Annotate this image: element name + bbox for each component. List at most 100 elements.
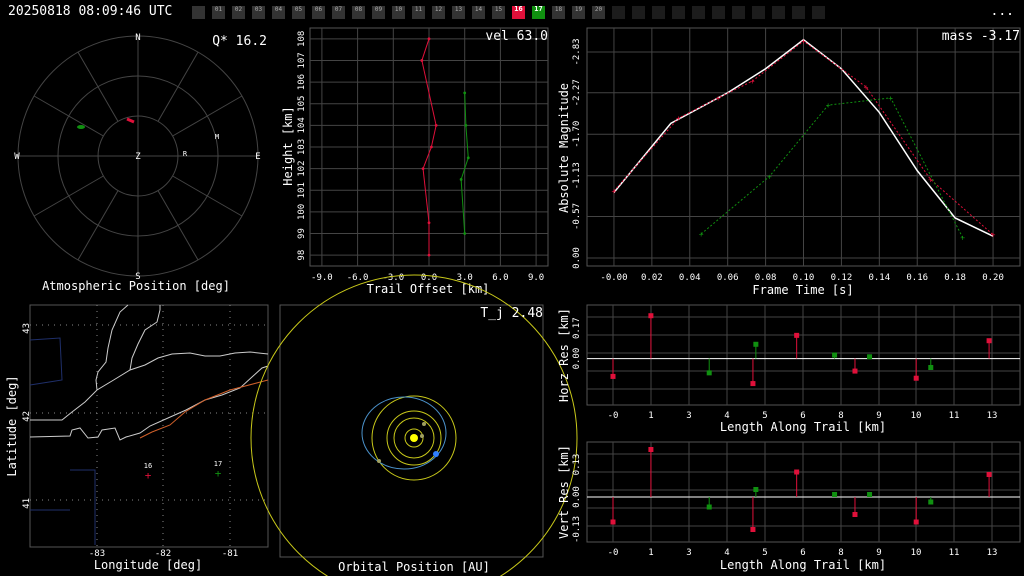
horz-point-16 <box>610 373 616 379</box>
atmo-track-red <box>126 117 135 124</box>
mag-xtick: 0.08 <box>755 273 777 283</box>
vert-xtick: 1 <box>648 548 653 558</box>
vert-point-17 <box>753 487 759 492</box>
mag-ytick: -1.70 <box>572 121 582 148</box>
mag-xlabel: Frame Time [s] <box>752 283 853 297</box>
vert-point-16 <box>852 512 858 517</box>
height-point-16 <box>427 253 431 257</box>
mag-point-16: + <box>750 77 755 86</box>
map-frame <box>29 304 269 548</box>
station-16-label: 16 <box>144 462 152 470</box>
camera-station-12[interactable]: 12 <box>432 6 445 19</box>
camera-station-18[interactable]: 18 <box>552 6 565 19</box>
height-ylabel: Height [km] <box>281 106 295 185</box>
camera-station-slot-0[interactable] <box>192 6 205 19</box>
camera-station-17[interactable]: 17 <box>532 6 545 19</box>
camera-station-10[interactable]: 10 <box>392 6 405 19</box>
vert-series <box>587 447 1020 532</box>
map-xtick-2: -81 <box>222 549 238 559</box>
horz-res-panel: -0 1 3 4 5 6 8 9 10 11 130.170.00 Length Along Tra… <box>557 304 1021 434</box>
vert-point-17 <box>706 504 712 510</box>
mag-ytick: -2.27 <box>572 79 582 106</box>
height-ytick: 99 <box>297 228 307 239</box>
more-menu-button[interactable]: ... <box>990 4 1014 19</box>
camera-station-02[interactable]: 02 <box>232 6 245 19</box>
azimuth-spoke <box>77 190 119 261</box>
camera-station-13[interactable]: 13 <box>452 6 465 19</box>
camera-station-07[interactable]: 07 <box>332 6 345 19</box>
azimuth-spoke <box>33 95 104 137</box>
map-ytick-0: 43 <box>22 323 32 334</box>
camera-station-11[interactable]: 11 <box>412 6 425 19</box>
camera-station-06[interactable]: 06 <box>312 6 325 19</box>
camera-station-slot-29[interactable] <box>772 6 785 19</box>
camera-station-16[interactable]: 16 <box>512 6 525 19</box>
camera-station-09[interactable]: 09 <box>372 6 385 19</box>
mag-series: + + + + + + + + + + + + + <box>612 37 996 243</box>
azimuth-spoke <box>33 175 104 217</box>
map-ytick-2: 41 <box>22 498 32 509</box>
mag-point-16: + <box>864 83 869 92</box>
height-ytick: 104 <box>297 117 307 133</box>
horz-point-16 <box>852 368 858 374</box>
vert-point-16 <box>750 527 756 532</box>
camera-station-slot-28[interactable] <box>752 6 765 19</box>
height-ticks: -9.0 -6.0 -3.0 0.0 3.0 6.0 9.0 98 99 100 101 102 103… <box>297 31 544 283</box>
atmo-polar-grid <box>17 35 259 277</box>
horz-point-17 <box>867 354 873 360</box>
height-xlabel: Trail Offset [km] <box>367 282 490 296</box>
tisserand-readout: T_j 2.48 <box>480 306 543 321</box>
compass-north: N <box>135 33 140 43</box>
vert-point-16 <box>794 469 800 475</box>
camera-station-slot-22[interactable] <box>632 6 645 19</box>
vert-xtick: 10 <box>911 548 922 558</box>
horz-point-17 <box>706 370 712 376</box>
mag-ticks: -0.00 0.02 0.04 0.06 0.08 0.10 0.12 0.14 0.16 0.1… <box>572 38 1004 283</box>
camera-station-slot-23[interactable] <box>652 6 665 19</box>
height-ytick: 102 <box>297 161 307 177</box>
horz-point-16 <box>986 338 992 344</box>
camera-station-04[interactable]: 04 <box>272 6 285 19</box>
camera-station-15[interactable]: 15 <box>492 6 505 19</box>
camera-station-slot-27[interactable] <box>732 6 745 19</box>
camera-station-01[interactable]: 01 <box>212 6 225 19</box>
mag-line-17 <box>700 97 964 238</box>
height-xtick: 3.0 <box>457 273 473 283</box>
height-point-17 <box>464 123 468 127</box>
mag-xtick: 0.14 <box>868 273 890 283</box>
camera-station-08[interactable]: 08 <box>352 6 365 19</box>
camera-station-20[interactable]: 20 <box>592 6 605 19</box>
camera-station-slot-21[interactable] <box>612 6 625 19</box>
vert-xtick: 13 <box>987 548 998 558</box>
vert-xtick: 11 <box>949 548 960 558</box>
horz-xtick: 6 <box>800 411 805 421</box>
height-xtick: -6.0 <box>347 273 369 283</box>
camera-station-slot-24[interactable] <box>672 6 685 19</box>
utc-timestamp: 20250818 08:09:46 UTC <box>8 4 173 19</box>
mag-xtick: 0.04 <box>679 273 701 283</box>
camera-station-03[interactable]: 03 <box>252 6 265 19</box>
sun-icon <box>410 434 418 442</box>
map-county-lines <box>29 337 96 545</box>
mag-ytick: 0.00 <box>572 247 582 269</box>
camera-station-14[interactable]: 14 <box>472 6 485 19</box>
vert-res-panel: -0 1 3 4 5 6 8 9 10 11 130.130.00-0.13 Length Alon… <box>557 441 1021 572</box>
height-xtick: 6.0 <box>492 273 508 283</box>
horz-xtick: 8 <box>838 411 843 421</box>
camera-station-slot-26[interactable] <box>712 6 725 19</box>
height-panel: -9.0 -6.0 -3.0 0.0 3.0 6.0 9.0 98 99 100 101 102 103… <box>281 27 549 296</box>
camera-station-slot-30[interactable] <box>792 6 805 19</box>
atmo-marker-r: R <box>183 150 188 158</box>
height-xtick: -3.0 <box>382 273 404 283</box>
camera-station-05[interactable]: 05 <box>292 6 305 19</box>
atmo-marker-m: M <box>215 133 219 141</box>
mag-point-16: + <box>801 37 806 46</box>
height-point-16 <box>427 221 431 225</box>
atmo-title: Atmospheric Position [deg] <box>42 279 230 293</box>
camera-station-19[interactable]: 19 <box>572 6 585 19</box>
camera-station-slot-31[interactable] <box>812 6 825 19</box>
vert-ticks: -0 1 3 4 5 6 8 9 10 11 130.130.00-0.13 <box>572 454 997 558</box>
camera-station-slot-25[interactable] <box>692 6 705 19</box>
mag-point-16: + <box>928 175 933 184</box>
